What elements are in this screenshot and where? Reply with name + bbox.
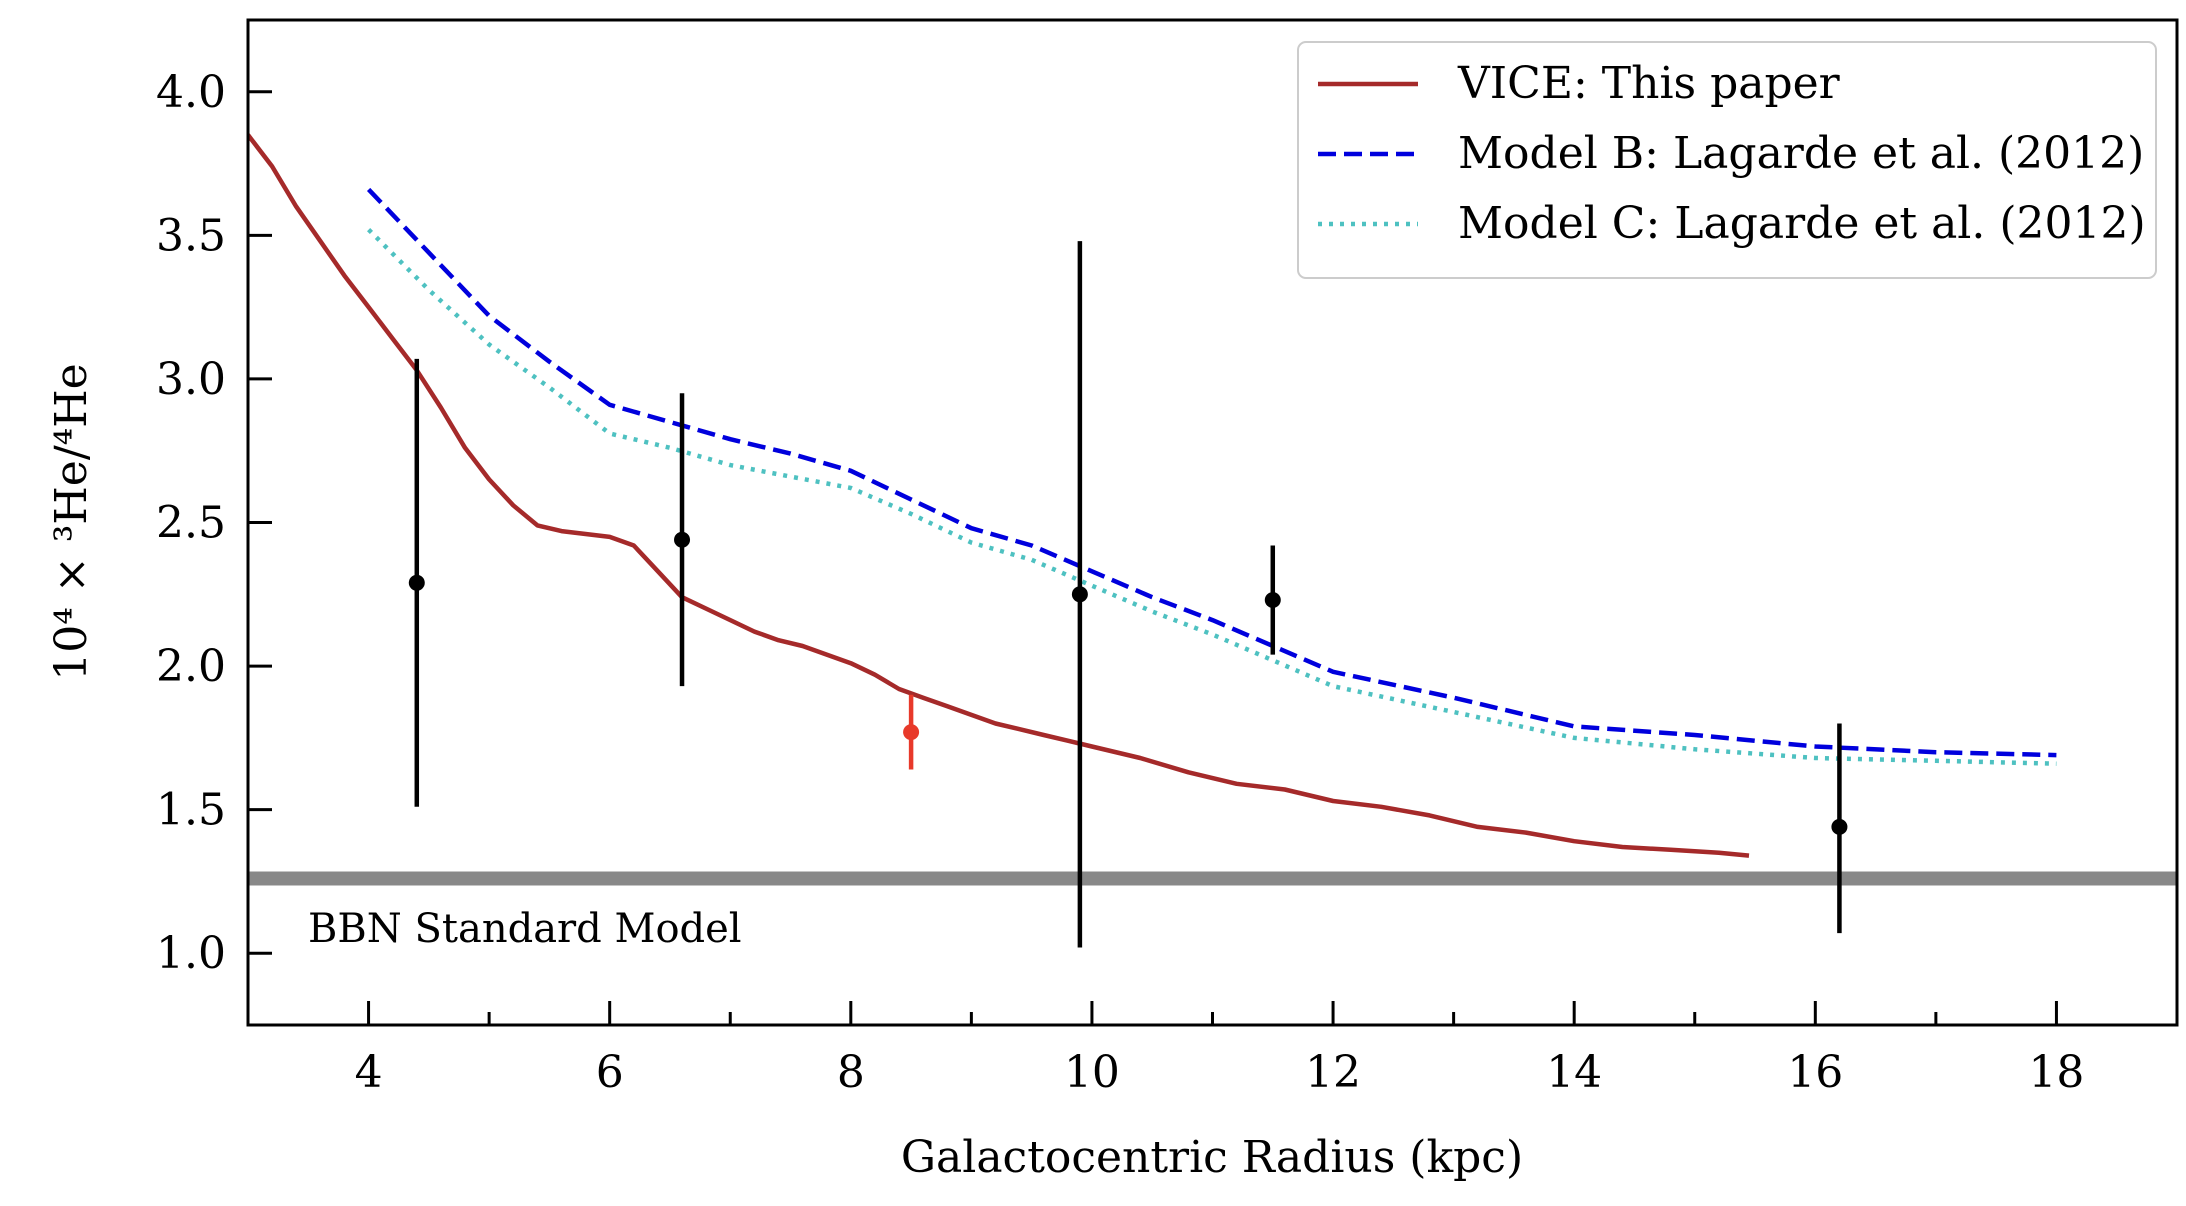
series-group: [248, 133, 2057, 858]
bbn-label: BBN Standard Model: [308, 906, 742, 952]
legend: VICE: This paper Model B: Lagarde et al.…: [1297, 41, 2157, 279]
data-point-3: [1071, 586, 1088, 603]
series-line-1: [366, 187, 2057, 758]
legend-box: [1297, 41, 2157, 279]
y-tick-label: 1.0: [156, 928, 226, 979]
y-axis-title: 10⁴ × ³He/⁴He: [46, 363, 97, 680]
data-point-1: [674, 531, 691, 548]
x-tick-label: 16: [1787, 1047, 1843, 1098]
observations-group: [408, 241, 1848, 948]
data-point-2: [903, 724, 920, 741]
y-tick-label: 2.0: [156, 641, 226, 692]
legend-label-model-b: Model B: Lagarde et al. (2012): [1458, 128, 2144, 179]
x-axis-title: Galactocentric Radius (kpc): [901, 1132, 1523, 1183]
x-tick-label: 10: [1064, 1047, 1120, 1098]
x-tick-label: 8: [837, 1047, 865, 1098]
data-point-4: [1264, 592, 1281, 609]
x-axis: 4 6 8 10 12 14 16 18: [246, 1001, 2179, 1098]
x-tick-label: 14: [1546, 1047, 1602, 1098]
y-tick-label: 1.5: [156, 785, 226, 836]
legend-label-vice: VICE: This paper: [1457, 58, 1841, 109]
series-line-0: [248, 133, 1750, 858]
y-axis: 1.0 1.5 2.0 2.5 3.0 3.5 4.0: [156, 67, 272, 979]
x-tick-label: 12: [1305, 1047, 1361, 1098]
x-tick-label: 4: [355, 1047, 383, 1098]
y-tick-label: 2.5: [156, 498, 226, 549]
legend-label-model-c: Model C: Lagarde et al. (2012): [1458, 198, 2146, 249]
x-tick-label: 6: [596, 1047, 624, 1098]
data-point-5: [1831, 818, 1848, 835]
series-line-2: [367, 228, 2057, 766]
y-tick-label: 4.0: [156, 67, 226, 118]
data-point-0: [408, 574, 425, 591]
y-tick-label: 3.5: [156, 210, 226, 261]
y-tick-label: 3.0: [156, 354, 226, 405]
x-tick-label: 18: [2028, 1047, 2084, 1098]
